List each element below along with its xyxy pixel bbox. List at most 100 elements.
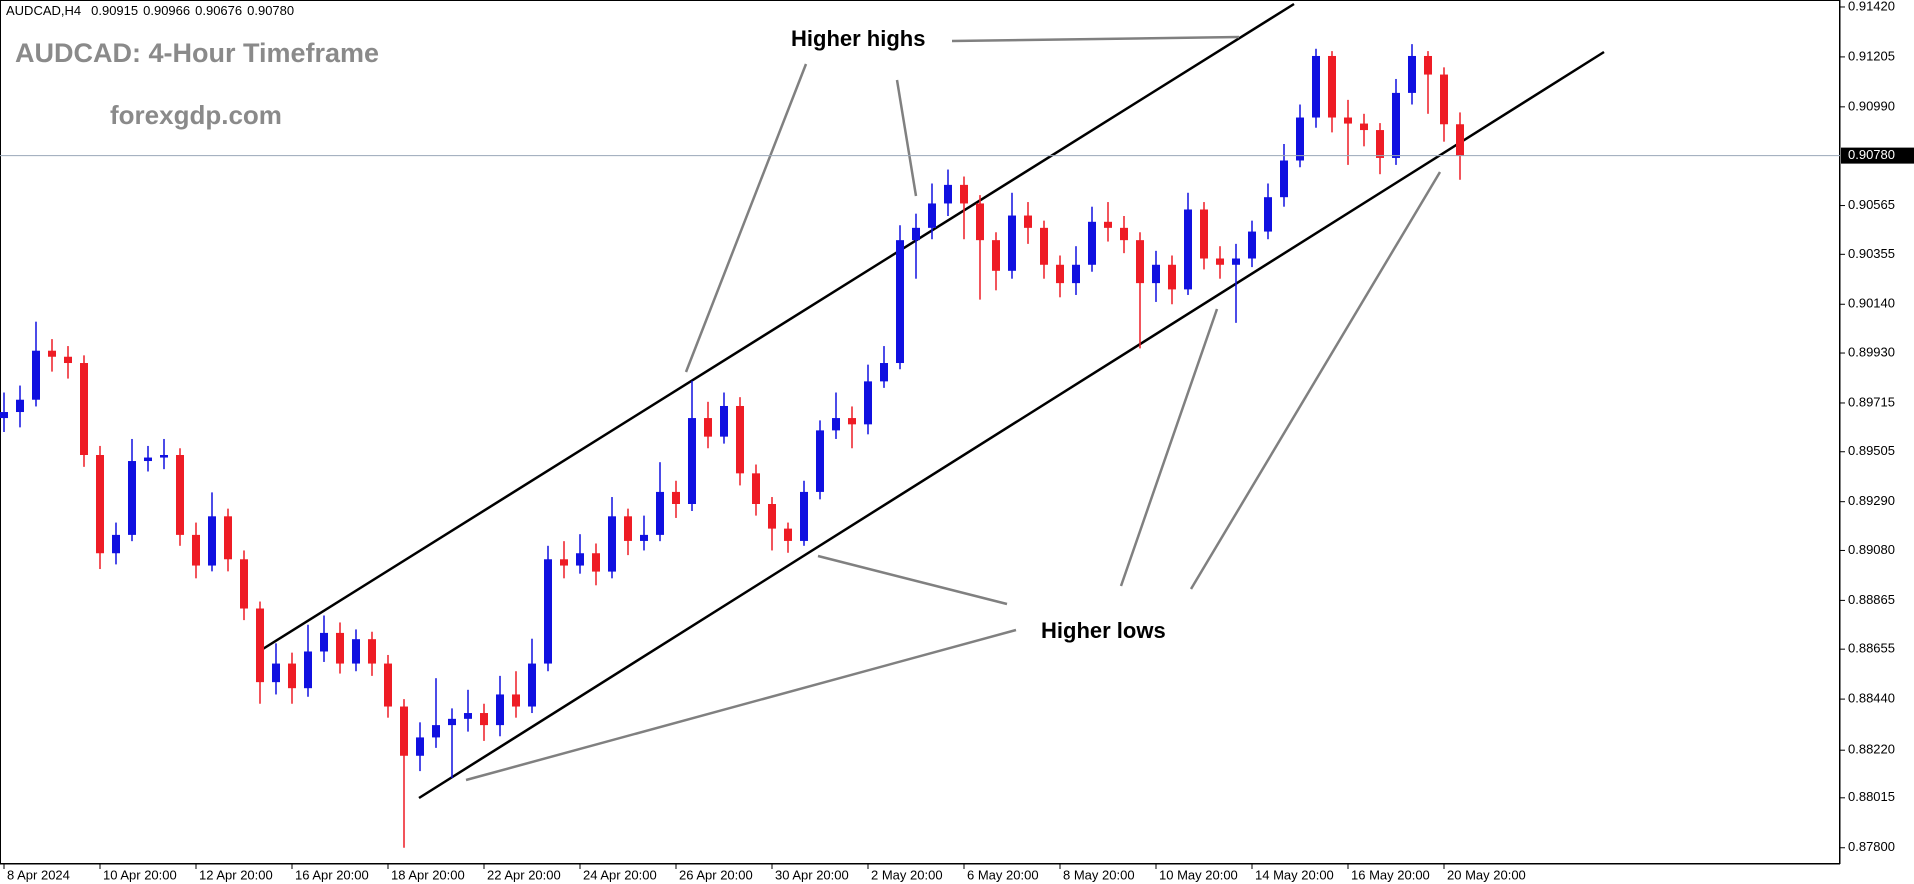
price-label-box — [1841, 147, 1914, 164]
candle-body — [0, 412, 8, 419]
candle-body — [1360, 123, 1368, 131]
y-tick-label: 0.89930 — [1848, 344, 1895, 359]
candle-body — [304, 651, 312, 689]
candle-body — [848, 418, 856, 425]
candle-body — [1376, 130, 1384, 158]
candle-body — [1296, 117, 1304, 161]
candle-body — [192, 534, 200, 566]
x-tick-label: 16 May 20:00 — [1351, 867, 1430, 882]
pointer — [1189, 171, 1442, 590]
candle-body — [944, 184, 952, 204]
candle-body — [992, 240, 1000, 271]
candle-body — [16, 399, 24, 413]
candle-body — [1040, 227, 1048, 265]
channel-lower — [418, 50, 1605, 800]
candle-body — [368, 639, 376, 664]
y-tick-label: 0.87800 — [1848, 839, 1895, 854]
x-tick-label: 20 May 20:00 — [1447, 867, 1526, 882]
candle-body — [608, 516, 616, 572]
channel-upper — [257, 2, 1295, 654]
plot-frame — [0, 0, 1840, 864]
annotation: Higher highs — [791, 26, 925, 51]
candle-body — [400, 706, 408, 756]
chart-title: AUDCAD: 4-Hour Timeframe — [15, 38, 379, 68]
x-tick-label: 10 May 20:00 — [1159, 867, 1238, 882]
candle-body — [560, 559, 568, 566]
candle-body — [816, 430, 824, 492]
y-tick-label: 0.90565 — [1848, 197, 1895, 212]
candle-body — [448, 718, 456, 726]
candle-body — [720, 405, 728, 437]
y-tick-label: 0.89290 — [1848, 493, 1895, 508]
x-tick-label: 12 Apr 20:00 — [199, 867, 273, 882]
y-tick-label: 0.88440 — [1848, 691, 1895, 706]
candle-body — [208, 516, 216, 566]
candle-body — [592, 553, 600, 572]
candle-body — [64, 356, 72, 364]
candle-body — [1456, 124, 1464, 156]
candle-body — [640, 534, 648, 541]
x-tick-label: 26 Apr 20:00 — [679, 867, 753, 882]
candle-body — [1264, 197, 1272, 232]
candle-body — [800, 491, 808, 541]
candle-body — [224, 516, 232, 560]
candle-body — [336, 632, 344, 664]
candle-body — [752, 473, 760, 504]
pointer — [465, 628, 1017, 782]
x-tick-label: 10 Apr 20:00 — [103, 867, 177, 882]
candle-body — [624, 516, 632, 541]
header-open: 0.90915 — [91, 3, 138, 18]
y-tick-label: 0.89080 — [1848, 542, 1895, 557]
header-low: 0.90676 — [195, 3, 242, 18]
candle-body — [480, 713, 488, 726]
candle-body — [1104, 221, 1112, 228]
candle-body — [1168, 264, 1176, 290]
annotation: Higher lows — [1041, 618, 1166, 643]
x-tick-label: 24 Apr 20:00 — [583, 867, 657, 882]
x-tick-label: 8 May 20:00 — [1063, 867, 1135, 882]
x-tick-label: 14 May 20:00 — [1255, 867, 1334, 882]
pointer — [951, 35, 1240, 43]
candle-body — [1184, 209, 1192, 290]
header-close: 0.90780 — [247, 3, 294, 18]
candle-body — [80, 363, 88, 455]
y-tick-label: 0.91205 — [1848, 48, 1895, 63]
header-high: 0.90966 — [143, 3, 190, 18]
chart-subtitle: forexgdp.com — [110, 100, 282, 130]
x-tick-label: 22 Apr 20:00 — [487, 867, 561, 882]
candles — [0, 44, 1464, 848]
x-tick-label: 8 Apr 2024 — [7, 867, 70, 882]
candle-body — [176, 454, 184, 535]
candle-body — [896, 240, 904, 364]
candle-body — [1424, 55, 1432, 75]
candle-body — [464, 713, 472, 719]
y-tick-label: 0.88015 — [1848, 789, 1895, 804]
candle-body — [528, 663, 536, 707]
candle-body — [32, 350, 40, 400]
candle-body — [1072, 264, 1080, 284]
x-tick-label: 18 Apr 20:00 — [391, 867, 465, 882]
candle-body — [144, 457, 152, 462]
candle-body — [128, 461, 136, 535]
candle-body — [96, 454, 104, 554]
candle-body — [976, 203, 984, 241]
candle-body — [256, 608, 264, 683]
pointer — [895, 79, 918, 197]
candle-body — [704, 418, 712, 437]
candle-body — [912, 227, 920, 241]
x-tick-label: 6 May 20:00 — [967, 867, 1039, 882]
x-tick-label: 16 Apr 20:00 — [295, 867, 369, 882]
candle-body — [272, 663, 280, 683]
pointer — [817, 554, 1008, 606]
candle-body — [320, 632, 328, 652]
candle-body — [48, 350, 56, 357]
candle-body — [832, 418, 840, 431]
candle-body — [432, 725, 440, 738]
candle-body — [384, 663, 392, 707]
x-tick-label: 2 May 20:00 — [871, 867, 943, 882]
candle-body — [1216, 258, 1224, 265]
chart-header: AUDCAD,H4 0.90915 0.90966 0.90676 0.90780 — [6, 3, 294, 18]
price-label: 0.90780 — [1848, 147, 1895, 162]
candle-body — [1200, 209, 1208, 259]
candle-body — [928, 203, 936, 228]
